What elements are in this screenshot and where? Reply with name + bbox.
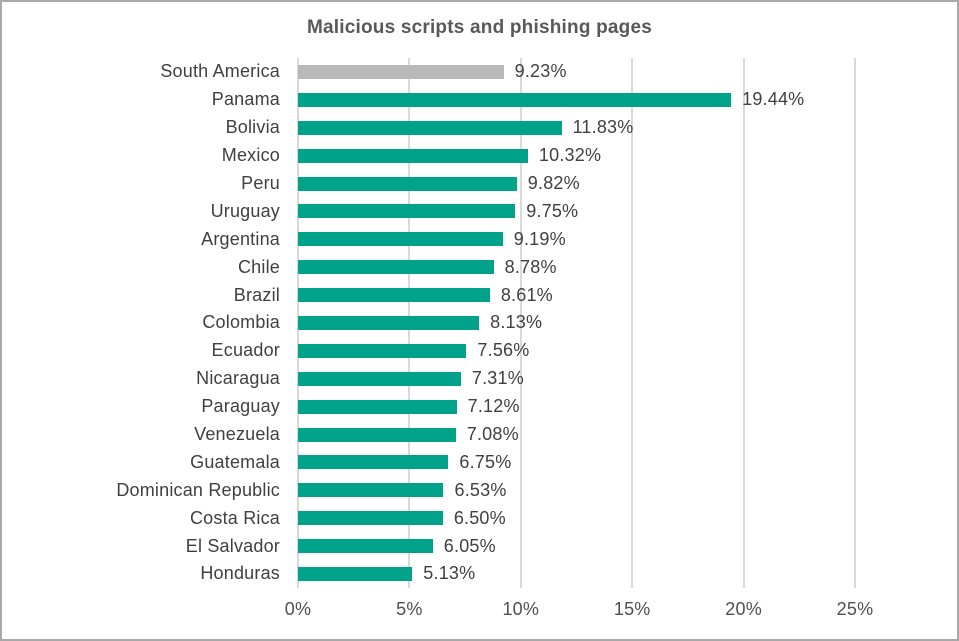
category-label: South America xyxy=(160,61,280,82)
bar xyxy=(298,566,413,581)
bar-row: 11.83% xyxy=(298,114,855,142)
value-label: 6.53% xyxy=(454,479,507,500)
bar xyxy=(298,204,516,219)
bar xyxy=(298,64,504,79)
value-label: 10.32% xyxy=(538,145,602,166)
category-label: Mexico xyxy=(221,145,280,166)
bar-row: 7.31% xyxy=(298,365,855,393)
value-label: 6.50% xyxy=(453,507,506,528)
bar-row: 8.61% xyxy=(298,281,855,309)
value-label: 6.05% xyxy=(443,535,496,556)
category-label: Ecuador xyxy=(211,340,280,361)
value-label: 7.08% xyxy=(466,424,519,445)
gridline xyxy=(854,58,856,588)
bar-row: 10.32% xyxy=(298,142,855,170)
bar xyxy=(298,483,444,498)
bar xyxy=(298,511,443,526)
value-label: 9.23% xyxy=(514,61,567,82)
bar xyxy=(298,120,562,135)
category-label: Uruguay xyxy=(210,200,280,221)
value-label: 11.83% xyxy=(572,117,634,138)
x-tick-label: 15% xyxy=(613,599,651,619)
bar xyxy=(298,288,490,303)
category-label: Venezuela xyxy=(194,424,280,445)
bar xyxy=(298,232,503,247)
bar xyxy=(298,148,528,163)
bar-row: 6.53% xyxy=(298,476,855,504)
category-label: Guatemala xyxy=(190,451,280,472)
bar-row: 7.08% xyxy=(298,421,855,449)
bar xyxy=(298,343,467,358)
value-label: 7.56% xyxy=(477,340,530,361)
bar-row: 8.78% xyxy=(298,253,855,281)
value-label: 8.78% xyxy=(504,256,557,277)
value-label: 7.12% xyxy=(467,396,520,417)
category-label: Colombia xyxy=(202,312,280,333)
value-label: 7.31% xyxy=(471,368,524,389)
x-tick-label: 0% xyxy=(284,599,312,619)
category-label: Peru xyxy=(241,173,280,193)
x-tick-label: 25% xyxy=(836,599,874,619)
category-label: El Salvador xyxy=(185,535,280,556)
bar xyxy=(298,371,461,386)
bar-row: 9.75% xyxy=(298,197,855,225)
x-axis: 0% 5% 10% 15% 20% 25% xyxy=(285,599,873,621)
x-tick-label: 20% xyxy=(725,599,762,619)
gridline xyxy=(631,58,634,588)
value-label: 8.13% xyxy=(490,312,543,333)
bar xyxy=(298,92,732,107)
category-label: Dominican Republic xyxy=(116,479,280,500)
bar xyxy=(298,176,517,191)
bar-row: 9.23% xyxy=(298,58,855,86)
plot-area: 9.23% 19.44% 11.83% 10.32% 9.82% 9.75% 9.19% 8.… xyxy=(297,58,856,588)
category-label: Nicaragua xyxy=(196,368,280,389)
value-label: 9.82% xyxy=(527,173,580,193)
category-label: Paraguay xyxy=(201,396,280,417)
plot-rows: 9.23% 19.44% 11.83% 10.32% 9.82% 9.75% 9.19% 8.… xyxy=(298,58,855,588)
bar-row: 6.75% xyxy=(298,448,855,476)
category-label: Brazil xyxy=(233,284,280,305)
gridline xyxy=(519,58,522,588)
bar-row: 19.44% xyxy=(298,86,855,114)
category-axis: South America Panama Bolivia Mexico Peru Urug… xyxy=(2,58,289,588)
value-label: 9.75% xyxy=(526,200,579,221)
x-tick-label: 10% xyxy=(502,599,540,619)
x-tick-label: 5% xyxy=(396,599,423,619)
bar-row: 9.19% xyxy=(298,225,855,253)
bar xyxy=(298,455,449,470)
value-label: 6.75% xyxy=(459,451,512,472)
category-label: Argentina xyxy=(201,228,280,249)
bar xyxy=(298,315,480,330)
chart-title: Malicious scripts and phishing pages xyxy=(306,17,653,38)
bar-row: 7.12% xyxy=(298,393,855,421)
bar-row: 7.56% xyxy=(298,337,855,365)
gridline xyxy=(742,58,745,588)
category-label: Honduras xyxy=(200,563,280,584)
bar xyxy=(298,427,456,442)
bar-row: 8.13% xyxy=(298,309,855,337)
value-label: 19.44% xyxy=(742,89,805,110)
bar-row: 5.13% xyxy=(298,560,855,588)
category-label: Chile xyxy=(237,256,280,277)
bar xyxy=(298,399,457,414)
value-label: 5.13% xyxy=(423,563,476,584)
bar-row: 6.50% xyxy=(298,504,855,532)
category-label: Bolivia xyxy=(225,117,280,138)
bar xyxy=(298,539,433,554)
value-label: 9.19% xyxy=(513,228,566,249)
category-label: Costa Rica xyxy=(189,507,280,528)
bar-row: 6.05% xyxy=(298,532,855,560)
bar xyxy=(298,260,494,275)
value-label: 8.61% xyxy=(500,284,553,305)
category-label: Panama xyxy=(211,89,280,110)
bar-row: 9.82% xyxy=(298,170,855,198)
